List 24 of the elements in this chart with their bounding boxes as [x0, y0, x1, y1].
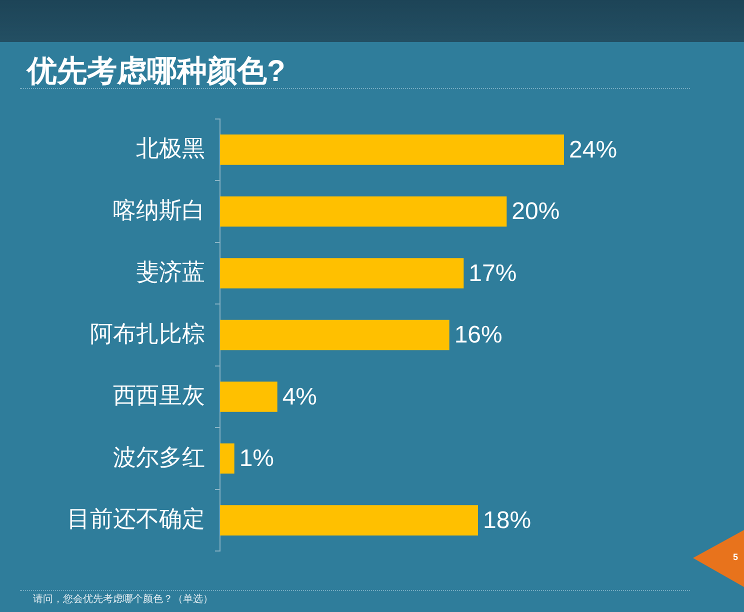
chart-title: 优先考虑哪种颜色?	[27, 55, 286, 89]
bar	[220, 443, 234, 474]
data-label: 17%	[468, 260, 517, 287]
y-tick-label: 西西里灰	[113, 382, 205, 408]
y-tick-label: 阿布扎比棕	[90, 320, 205, 346]
y-tick-label: 喀纳斯白	[113, 196, 205, 223]
data-label: 24%	[569, 136, 618, 164]
text: 请问，您会优先考虑哪个颜色？（单选）	[33, 594, 213, 606]
bar	[220, 320, 450, 350]
y-tick-label: 波尔多红	[113, 444, 205, 470]
y-tick-label: 斐济蓝	[136, 258, 205, 285]
data-label: 4%	[282, 383, 318, 410]
data-label: 18%	[483, 506, 532, 534]
text: 5	[733, 551, 738, 563]
y-tick-label: 目前还不确定	[67, 506, 205, 532]
data-label: 20%	[512, 198, 560, 226]
data-label: 16%	[454, 322, 502, 349]
y-tick-label: 北极黑	[136, 135, 205, 162]
bar	[220, 505, 478, 536]
bar	[220, 196, 507, 227]
bar	[220, 382, 278, 412]
bar	[220, 134, 564, 165]
bar	[220, 258, 464, 288]
data-label: 1%	[239, 445, 274, 472]
